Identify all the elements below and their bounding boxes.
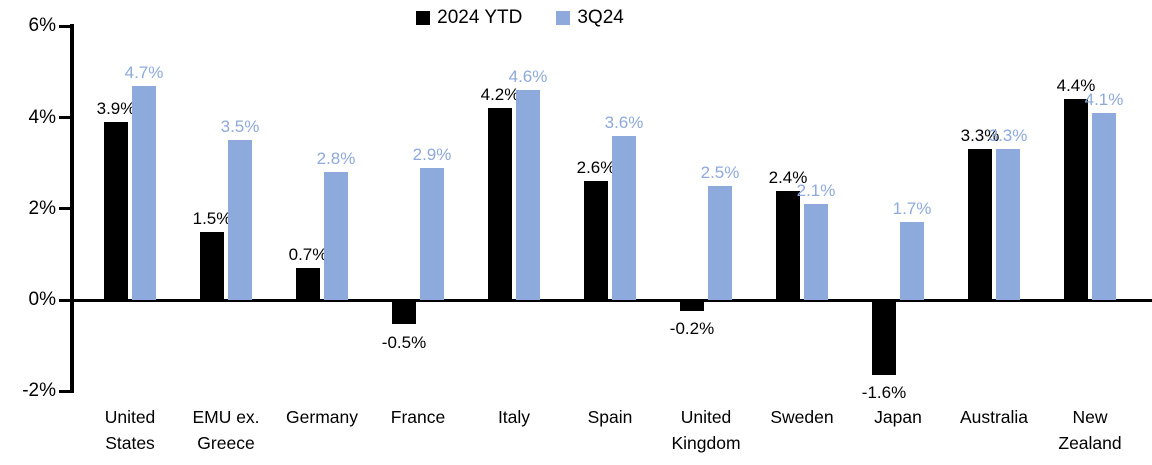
- value-label: 2.9%: [412, 144, 452, 164]
- bar-series1-0: [104, 122, 128, 300]
- bar-series1-9: [968, 149, 992, 300]
- legend: 2024 YTD 3Q24: [0, 7, 1096, 29]
- bar-series2-9: [996, 149, 1020, 300]
- category-label: Spain: [587, 407, 633, 427]
- category-label: France: [390, 407, 446, 427]
- value-label: 3.3%: [960, 126, 1000, 146]
- value-label: 3.6%: [604, 112, 644, 132]
- legend-swatch-icon: [556, 11, 571, 25]
- bar-series2-4: [516, 90, 540, 300]
- category-label: EMU ex. Greece: [192, 407, 260, 453]
- bar-series2-6: [708, 185, 732, 300]
- bar-series1-7: [776, 190, 800, 300]
- bar-series2-2: [324, 172, 348, 300]
- category-label: Japan: [874, 407, 922, 427]
- y-axis-tick-label: 0%: [28, 289, 56, 310]
- value-label: -1.6%: [861, 383, 907, 402]
- y-axis-tick: [59, 116, 70, 119]
- legend-item-series1: 2024 YTD: [416, 7, 522, 29]
- value-label: 1.7%: [892, 199, 932, 219]
- y-axis-tick-label: 6%: [28, 15, 56, 37]
- value-label: 2.6%: [576, 158, 616, 178]
- value-label: 2.5%: [700, 162, 740, 182]
- value-label: 2.4%: [768, 167, 808, 187]
- bar-series1-2: [296, 268, 320, 300]
- bar-series1-3: [392, 301, 416, 325]
- value-label: -0.2%: [669, 319, 715, 339]
- bar-series2-3: [420, 167, 444, 300]
- legend-label: 3Q24: [577, 7, 624, 28]
- bar-series1-5: [584, 181, 608, 300]
- category-label: New Zealand: [1058, 407, 1122, 453]
- legend-item-series2: 3Q24: [556, 7, 624, 29]
- value-label: 2.1%: [796, 181, 836, 201]
- value-label: 4.7%: [124, 62, 164, 82]
- y-axis-tick: [59, 389, 70, 393]
- bar-series1-10: [1064, 99, 1088, 300]
- bar-series1-6: [680, 301, 704, 311]
- y-axis-tick: [59, 207, 70, 211]
- y-axis-tick: [59, 298, 70, 302]
- legend-label: 2024 YTD: [437, 7, 523, 28]
- y-axis-tick: [59, 24, 70, 28]
- bar-series1-8: [872, 301, 896, 375]
- value-label: 4.2%: [480, 85, 520, 105]
- bar-series1-4: [488, 108, 512, 300]
- bar-series1-1: [200, 231, 224, 300]
- value-label: 2.8%: [316, 149, 356, 169]
- value-label: 0.7%: [288, 245, 328, 265]
- value-label: 3.5%: [220, 117, 260, 137]
- category-label: Germany: [286, 407, 358, 427]
- value-label: 4.4%: [1056, 76, 1096, 96]
- category-label: Italy: [497, 407, 531, 427]
- y-axis-tick-label: 4%: [28, 106, 56, 128]
- y-axis-tick-label: 2%: [28, 197, 56, 219]
- category-label: United Kingdom: [671, 407, 741, 453]
- x-axis-zero-line: [70, 298, 1152, 302]
- y-axis-line: [70, 24, 74, 394]
- category-label: Australia: [959, 407, 1029, 427]
- bar-series2-8: [900, 222, 924, 300]
- value-label: 3.3%: [988, 126, 1028, 146]
- legend-swatch-icon: [416, 11, 431, 25]
- bar-series2-0: [132, 85, 156, 300]
- value-label: 4.1%: [1084, 89, 1124, 109]
- bar-series2-10: [1092, 112, 1116, 300]
- bar-series2-7: [804, 204, 828, 300]
- value-label: -0.5%: [381, 332, 427, 352]
- y-axis-tick-label: -2%: [22, 380, 56, 402]
- bar-series2-1: [228, 140, 252, 300]
- value-label: 4.6%: [508, 67, 548, 87]
- category-label: United States: [104, 407, 156, 453]
- value-label: 1.5%: [192, 208, 232, 228]
- bar-series2-5: [612, 135, 636, 300]
- value-label: 3.9%: [96, 99, 136, 119]
- category-label: Sweden: [770, 407, 834, 427]
